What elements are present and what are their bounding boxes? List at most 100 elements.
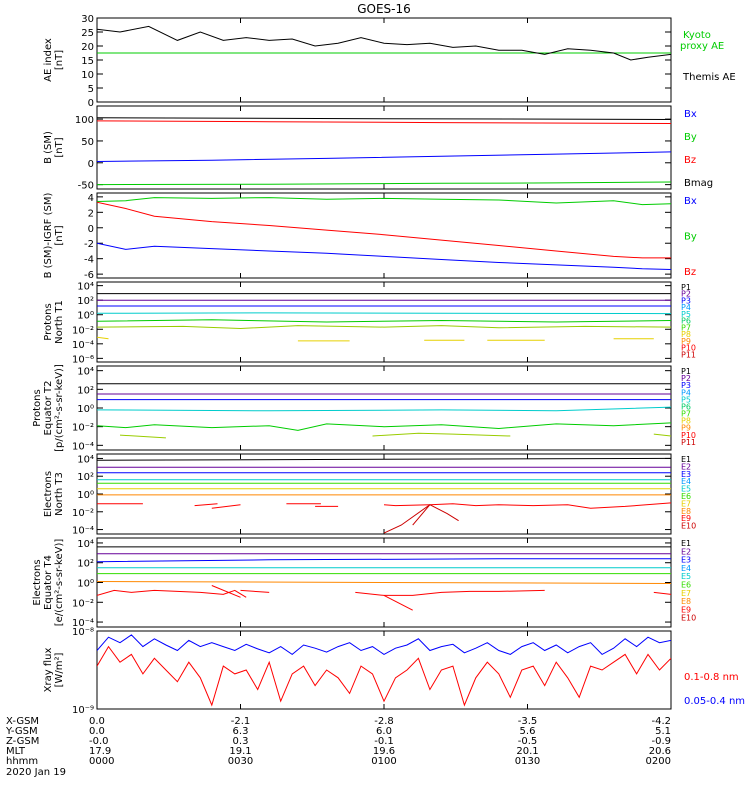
y-tick-label: 10⁻⁶	[72, 354, 94, 365]
legend-item: E9	[681, 605, 691, 614]
footer-value: 0000	[89, 756, 114, 767]
y-tick-label: 10⁰	[77, 311, 94, 322]
legend-item: P2	[681, 374, 691, 383]
footer-value: 0200	[646, 756, 671, 767]
footer-value: 5.1	[655, 726, 671, 737]
y-tick-label: -50	[78, 181, 94, 192]
series-group	[97, 383, 671, 439]
series-0-05-0-4-nm	[97, 634, 671, 656]
series-p7	[97, 325, 671, 330]
series-e9	[194, 503, 218, 507]
series-0-1-0-8-nm	[97, 645, 671, 707]
legend: Bx By Bz	[684, 196, 697, 278]
footer-value: 6.0	[376, 726, 392, 737]
legend-item: P11	[681, 438, 696, 447]
series-e9	[97, 589, 247, 598]
legend-item: P1	[681, 367, 691, 376]
y-tick-label: 15	[81, 56, 94, 67]
footer-value: -0.5	[518, 736, 538, 747]
legend-item: By	[684, 232, 697, 243]
y-tick-label: 100	[75, 115, 94, 126]
legend-item: P1	[681, 283, 691, 292]
footer-value: -0.0	[89, 736, 109, 747]
y-tick-label: 10⁻²	[72, 325, 94, 336]
series-e9	[383, 594, 413, 611]
series-p7	[653, 433, 671, 437]
series-p8	[97, 336, 109, 340]
y-axis-label: Protons	[43, 303, 54, 340]
footer-row-label: Z-GSM	[6, 736, 39, 747]
footer-row-label: X-GSM	[6, 716, 39, 727]
legend-item: P9	[681, 424, 691, 433]
y-tick-label: 10	[81, 70, 94, 81]
series-e9	[211, 585, 241, 598]
footer-value: 0.0	[89, 726, 105, 737]
footer-value: -2.8	[374, 716, 394, 727]
footer-value: 20.1	[516, 746, 538, 757]
y-axis-label: Electrons	[32, 559, 43, 605]
panel-frame	[96, 630, 672, 710]
y-tick-label: 10⁻⁴	[72, 441, 94, 452]
legend-item: E3	[681, 556, 691, 565]
footer-value: -2.1	[231, 716, 251, 727]
y-tick-label: 10⁴	[77, 539, 94, 550]
legend-item: P6	[681, 402, 691, 411]
legend-item: Bz	[684, 155, 696, 166]
footer-value: 5.6	[520, 726, 536, 737]
y-tick-label: 50	[81, 137, 94, 148]
series-e9	[653, 591, 671, 595]
legend-item: E9	[681, 514, 691, 523]
legend-item: E4	[681, 477, 691, 486]
y-tick-label: 10⁻⁴	[72, 526, 94, 537]
y-tick-label: -6	[84, 270, 94, 281]
legend-item: P7	[681, 323, 691, 332]
y-tick-label: -2	[84, 239, 94, 250]
panel-frame	[96, 17, 672, 103]
y-tick-label: 2	[88, 208, 94, 219]
y-axis-label: B (SM)	[43, 131, 54, 164]
y-tick-label: 10⁻⁹	[72, 705, 94, 716]
y-tick-label: 10²	[77, 385, 94, 396]
y-tick-label: 30	[81, 14, 94, 25]
series-p6	[97, 422, 671, 431]
y-tick-label: 10⁰	[77, 579, 94, 590]
y-tick-label: 10⁻²	[72, 508, 94, 519]
y-axis-label: North T3	[54, 472, 65, 516]
legend-item: E3	[681, 470, 691, 479]
footer-value: 17.9	[89, 746, 111, 757]
y-tick-label: 10²	[77, 472, 94, 483]
legend-item: Bmag	[684, 178, 713, 189]
series-themis-ae	[97, 25, 671, 61]
series-group	[97, 117, 671, 186]
y-tick-label: 10⁻⁸	[72, 627, 94, 638]
legend-item: P6	[681, 317, 691, 326]
series-group	[97, 197, 671, 270]
footer-row-label: MLT	[6, 746, 26, 757]
legend-item: By	[684, 132, 697, 143]
panel-frame	[96, 365, 672, 451]
footer-value: 0.0	[89, 716, 105, 727]
series-by	[97, 197, 671, 206]
footer-value: 20.6	[649, 746, 671, 757]
y-tick-label: 10⁴	[77, 454, 94, 465]
footer-value: -3.5	[518, 716, 538, 727]
footer-value: -0.1	[374, 736, 394, 747]
footer-value: 6.3	[233, 726, 249, 737]
panel-bsm: -50 0 50 100 B (SM) [nT] Bx By Bz Bmag	[43, 105, 713, 192]
y-axis-label: Xray flux	[43, 648, 54, 693]
y-tick-label: 10⁻²	[72, 423, 94, 434]
y-tick-label: 10⁴	[77, 367, 94, 378]
footer-value: -4.2	[651, 716, 671, 727]
legend-item: Themis AE	[682, 72, 736, 83]
panel-xray: 10⁻⁹ 10⁻⁸ Xray flux [W/m²] 0.1-0.8 nm 0.05-0.…	[43, 627, 745, 716]
y-tick-label: 10⁻⁴	[72, 340, 94, 351]
legend-item: E8	[681, 597, 691, 606]
panel-e3: 10⁻⁴ 10⁻² 10⁰ 10² 10⁴ Electrons North T3 E1E2E3…	[43, 453, 696, 537]
series-bz	[97, 201, 671, 259]
legend-item: E2	[681, 547, 691, 556]
y-tick-label: 10⁻⁴	[72, 618, 94, 629]
